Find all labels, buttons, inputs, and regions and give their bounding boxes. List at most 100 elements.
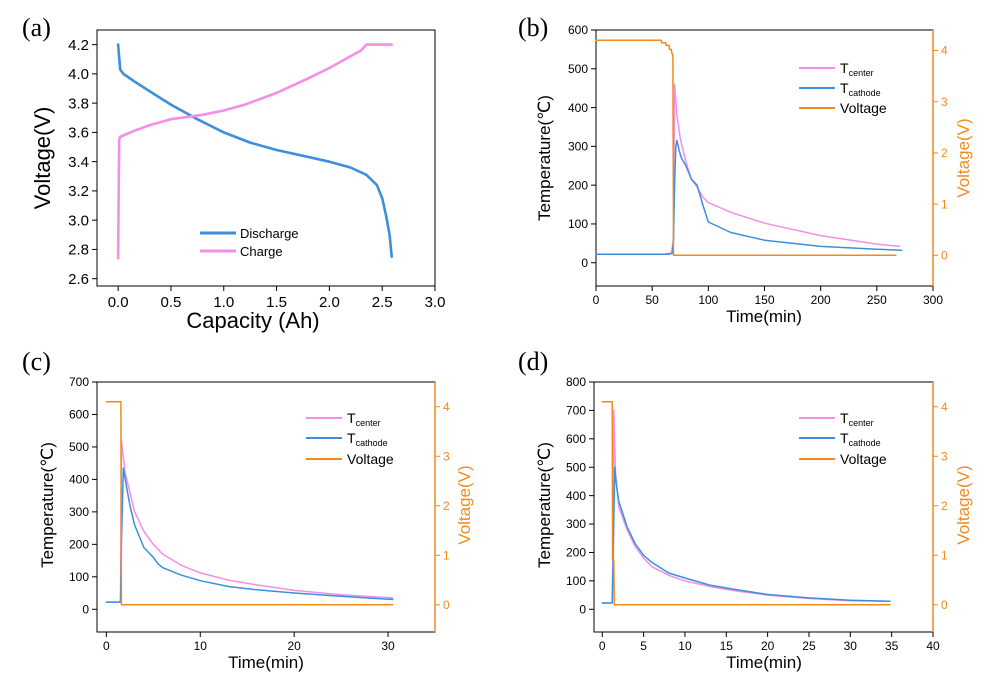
panel-d: (d) 0 5 10 15 20 25 30 35 40 0100200300400500600…	[518, 347, 973, 672]
series-line-t-cathode	[595, 139, 903, 255]
y-tick-label: 500	[568, 62, 588, 76]
panel-c-x-axis-label: Time(min)	[228, 653, 304, 672]
x-tick-label: 250	[867, 293, 887, 307]
legend-label-t-cathode: Tcathode	[840, 430, 881, 448]
y-tick-label: 600	[566, 432, 586, 446]
y2-tick-label: 2	[941, 146, 948, 160]
y2-tick-label: 2	[941, 499, 948, 513]
y-tick-label: 100	[69, 570, 89, 584]
series-line-charge	[116, 43, 394, 260]
panel-a-y-axis-label: Voltage(V)	[30, 107, 55, 210]
y-tick-label: 700	[69, 375, 89, 389]
x-tick-label: 40	[926, 639, 940, 653]
series-line-voltage	[595, 39, 897, 257]
y-tick-label: 0	[579, 602, 586, 616]
y-tick-label: 3.0	[68, 212, 89, 229]
y2-tick-label: 1	[941, 548, 948, 562]
legend-label-t-center: Tcenter	[840, 410, 874, 428]
panel-c-series	[105, 401, 394, 606]
panel-d-series	[601, 401, 891, 606]
y-tick-label: 100	[566, 574, 586, 588]
legend-label-voltage: Voltage	[347, 451, 394, 467]
x-tick-label: 20	[761, 639, 775, 653]
y-tick-label: 4.0	[68, 66, 89, 83]
legend-label-voltage: Voltage	[840, 100, 887, 116]
panel-c-y-ticks: 0 100 200 300 400 500 600 700	[69, 375, 97, 616]
y-tick-label: 200	[566, 546, 586, 560]
panel-c-y2-ticks: 0 1 2 3 4	[435, 400, 450, 612]
panel-d-legend: Tcenter Tcathode Voltage	[799, 410, 887, 467]
y2-tick-label: 0	[941, 598, 948, 612]
series-line-t-cathode	[105, 467, 394, 603]
y-tick-label: 500	[69, 440, 89, 454]
panel-c-y2-axis-label: Voltage(V)	[455, 465, 474, 544]
x-tick-label: 50	[645, 293, 659, 307]
y-tick-label: 4.2	[68, 37, 89, 54]
legend-label-voltage: Voltage	[840, 451, 887, 467]
x-tick-label: 0	[593, 293, 600, 307]
panel-b-y2-axis-label: Voltage(V)	[954, 118, 973, 197]
panel-c-y-axis-label: Temperature(℃)	[38, 442, 57, 568]
y-tick-label: 3.8	[68, 95, 89, 112]
y2-tick-label: 2	[443, 499, 450, 513]
y-tick-label: 2.8	[68, 242, 89, 259]
y-tick-label: 300	[69, 505, 89, 519]
y2-tick-label: 0	[941, 248, 948, 262]
x-tick-label: 1.0	[213, 294, 234, 311]
legend-label-t-cathode: Tcathode	[840, 80, 881, 98]
series-line-voltage	[105, 401, 394, 606]
y-tick-label: 0	[82, 602, 89, 616]
panel-b-y-axis-label: Temperature(℃)	[535, 95, 554, 221]
x-tick-label: 35	[885, 639, 899, 653]
legend-label-discharge: Discharge	[240, 226, 299, 241]
panel-d-y2-axis-label: Voltage(V)	[954, 465, 973, 544]
x-tick-label: 300	[923, 293, 943, 307]
series-line-voltage	[601, 401, 891, 606]
x-tick-label: 0.0	[108, 294, 129, 311]
y-tick-label: 100	[568, 217, 588, 231]
panel-b-y-ticks: 0 100 200 300 400 500 600	[568, 23, 596, 270]
x-tick-label: 150	[754, 293, 774, 307]
x-tick-label: 20	[287, 639, 301, 653]
panel-d-y2-ticks: 0 1 2 3 4	[933, 400, 948, 612]
panel-b-x-axis-label: Time(min)	[726, 307, 802, 326]
x-tick-label: 5	[640, 639, 647, 653]
panel-c: (c) 0 10 20 30 0 100 200 300 400 500 600 700 0 1 2 3 4…	[22, 347, 474, 672]
panel-a-frame	[96, 29, 436, 287]
panel-d-x-axis-label: Time(min)	[726, 653, 802, 672]
y-tick-label: 600	[69, 408, 89, 422]
x-tick-label: 30	[381, 639, 395, 653]
panel-b-legend: Tcenter Tcathode Voltage	[799, 60, 887, 116]
y2-tick-label: 4	[941, 44, 948, 58]
panel-b-y2-ticks: 0 1 2 3 4	[933, 44, 948, 262]
panel-c-label: (c)	[22, 347, 51, 376]
y-tick-label: 200	[69, 538, 89, 552]
y-tick-label: 500	[566, 460, 586, 474]
y-tick-label: 3.6	[68, 125, 89, 142]
legend-label-t-center: Tcenter	[347, 410, 381, 428]
panel-b-x-ticks: 0 50 100 150 200 250 300	[593, 286, 943, 307]
panel-a-y-ticks: 2.6 2.8 3.0 3.2 3.4 3.6 3.8 4.0 4.2	[68, 37, 97, 288]
y-tick-label: 3.4	[68, 154, 89, 171]
panel-c-legend: Tcenter Tcathode Voltage	[306, 410, 394, 467]
y2-tick-label: 3	[941, 449, 948, 463]
y2-tick-label: 1	[443, 548, 450, 562]
panel-a: (a) 0.0 0.5 1.0 1.5 2.0 2.5 3.0 2.6 2.8 3.0 3.2 3.…	[22, 13, 445, 333]
y-tick-label: 3.2	[68, 183, 89, 200]
y-tick-label: 700	[566, 404, 586, 418]
legend-label-charge: Charge	[240, 244, 283, 259]
panel-a-x-ticks: 0.0 0.5 1.0 1.5 2.0 2.5 3.0	[108, 286, 445, 311]
panel-a-series	[116, 43, 394, 260]
x-tick-label: 100	[698, 293, 718, 307]
panel-d-x-ticks: 0 5 10 15 20 25 30 35 40	[599, 632, 940, 653]
y2-tick-label: 1	[941, 197, 948, 211]
y-tick-label: 300	[568, 140, 588, 154]
panel-a-x-axis-label: Capacity (Ah)	[186, 308, 319, 333]
series-line-discharge	[116, 43, 394, 259]
legend-label-t-cathode: Tcathode	[347, 430, 388, 448]
y2-tick-label: 4	[443, 400, 450, 414]
x-tick-label: 0	[599, 639, 606, 653]
legend-label-t-center: Tcenter	[840, 60, 874, 78]
x-tick-label: 10	[194, 639, 208, 653]
